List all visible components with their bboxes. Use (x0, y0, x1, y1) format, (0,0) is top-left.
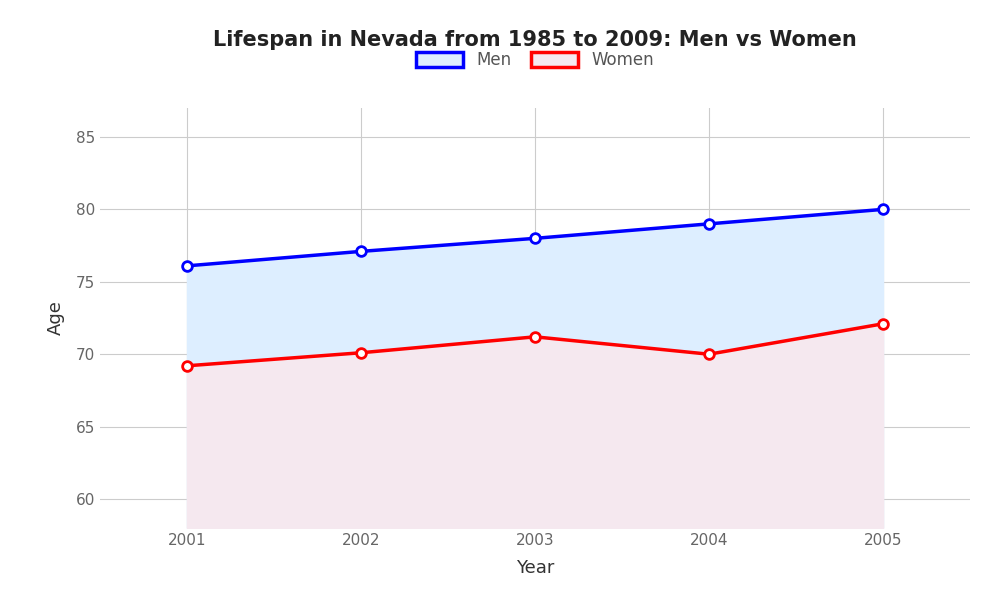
X-axis label: Year: Year (516, 559, 554, 577)
Title: Lifespan in Nevada from 1985 to 2009: Men vs Women: Lifespan in Nevada from 1985 to 2009: Me… (213, 29, 857, 49)
Legend: Men, Women: Men, Women (416, 51, 654, 69)
Y-axis label: Age: Age (47, 301, 65, 335)
